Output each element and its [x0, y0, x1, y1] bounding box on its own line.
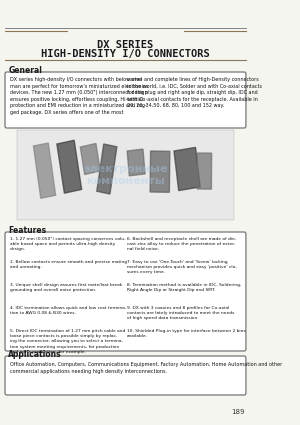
Text: General: General	[8, 66, 42, 75]
Text: Features: Features	[8, 226, 46, 235]
Text: DX SERIES: DX SERIES	[97, 40, 154, 50]
Text: электронные
компоненты: электронные компоненты	[83, 164, 168, 186]
Text: 3. Unique shell design assures first mate/last break
grounding and overall noise: 3. Unique shell design assures first mat…	[10, 283, 122, 292]
Text: Applications: Applications	[8, 350, 62, 359]
Bar	[57, 140, 82, 193]
Text: 4. IDC termination allows quick and low cost termina-
tion to AWG 0.08 & B30 wir: 4. IDC termination allows quick and low …	[10, 306, 127, 315]
Text: DX series high-density I/O connectors with below one-
man are perfect for tomorr: DX series high-density I/O connectors wi…	[10, 77, 148, 115]
Bar	[150, 151, 170, 192]
Text: varied and complete lines of High-Density connectors
in the world, i.e. IDC, Sol: varied and complete lines of High-Densit…	[127, 77, 262, 108]
Text: 2. Bellow contacts ensure smooth and precise mating
and unmating.: 2. Bellow contacts ensure smooth and pre…	[10, 260, 127, 269]
FancyBboxPatch shape	[5, 232, 246, 351]
Text: 1. 1.27 mm (0.050") contact spacing conserves valu-
able board space and permits: 1. 1.27 mm (0.050") contact spacing cons…	[10, 237, 126, 252]
Text: 5. Direct IDC termination of 1.27 mm pitch cable and
loose piece contacts is pos: 5. Direct IDC termination of 1.27 mm pit…	[10, 329, 125, 354]
FancyBboxPatch shape	[5, 356, 246, 395]
Bar	[34, 143, 56, 198]
Text: HIGH-DENSITY I/O CONNECTORS: HIGH-DENSITY I/O CONNECTORS	[41, 49, 210, 59]
Text: 189: 189	[231, 409, 244, 415]
Bar	[197, 153, 212, 189]
Text: 10. Shielded Plug-in type for interface between 2 bins
available.: 10. Shielded Plug-in type for interface …	[127, 329, 246, 338]
Text: 8. Termination method is available in IDC, Soldering,
Right Angle Dip or Straigh: 8. Termination method is available in ID…	[127, 283, 242, 292]
Text: Office Automation, Computers, Communications Equipment, Factory Automation, Home: Office Automation, Computers, Communicat…	[10, 362, 282, 374]
FancyBboxPatch shape	[5, 72, 246, 128]
Bar	[174, 147, 200, 190]
Text: 7. Easy to use 'One-Touch' and 'Screw' locking
mechanism provides quick and easy: 7. Easy to use 'One-Touch' and 'Screw' l…	[127, 260, 237, 275]
Bar	[80, 144, 100, 175]
Text: 6. Backshell and receptacle shell are made of die-
cast zinc alloy to reduce the: 6. Backshell and receptacle shell are ma…	[127, 237, 237, 252]
FancyBboxPatch shape	[17, 130, 234, 220]
Bar	[127, 149, 145, 176]
Bar	[97, 144, 117, 194]
Text: 9. DX with 3 coaxies and 8 profiles for Co-axial
contacts are lately introduced : 9. DX with 3 coaxies and 8 profiles for …	[127, 306, 235, 320]
